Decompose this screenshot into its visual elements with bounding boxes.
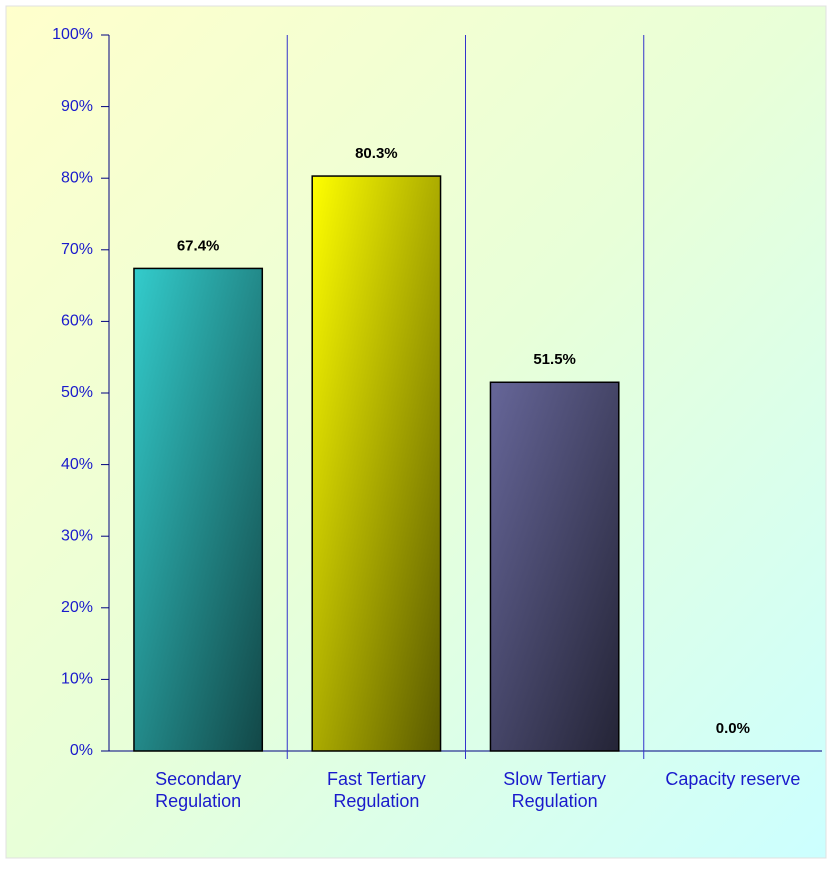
y-tick-label: 0% bbox=[70, 742, 93, 759]
bar bbox=[311, 175, 442, 752]
y-tick-label: 30% bbox=[61, 527, 93, 544]
y-tick-label: 40% bbox=[61, 456, 93, 473]
y-tick-label: 60% bbox=[61, 313, 93, 330]
bar bbox=[489, 381, 620, 752]
y-tick-label: 100% bbox=[52, 26, 93, 43]
y-tick-label: 20% bbox=[61, 599, 93, 616]
y-tick-label: 70% bbox=[61, 241, 93, 258]
x-tick-label: Fast Tertiary Regulation bbox=[327, 769, 426, 811]
value-label: 67.4% bbox=[177, 237, 220, 254]
bar bbox=[133, 267, 264, 752]
x-tick-label: Capacity reserve bbox=[665, 769, 801, 789]
y-tick-label: 10% bbox=[61, 671, 93, 688]
x-tick-label: Slow Tertiary Regulation bbox=[503, 769, 606, 811]
y-tick-label: 90% bbox=[61, 98, 93, 115]
y-tick-label: 50% bbox=[61, 384, 93, 401]
value-label: 0.0% bbox=[716, 720, 750, 737]
x-tick-label: Secondary Regulation bbox=[155, 769, 242, 811]
value-label: 51.5% bbox=[533, 351, 576, 368]
y-tick-label: 80% bbox=[61, 169, 93, 186]
value-label: 80.3% bbox=[355, 145, 398, 162]
